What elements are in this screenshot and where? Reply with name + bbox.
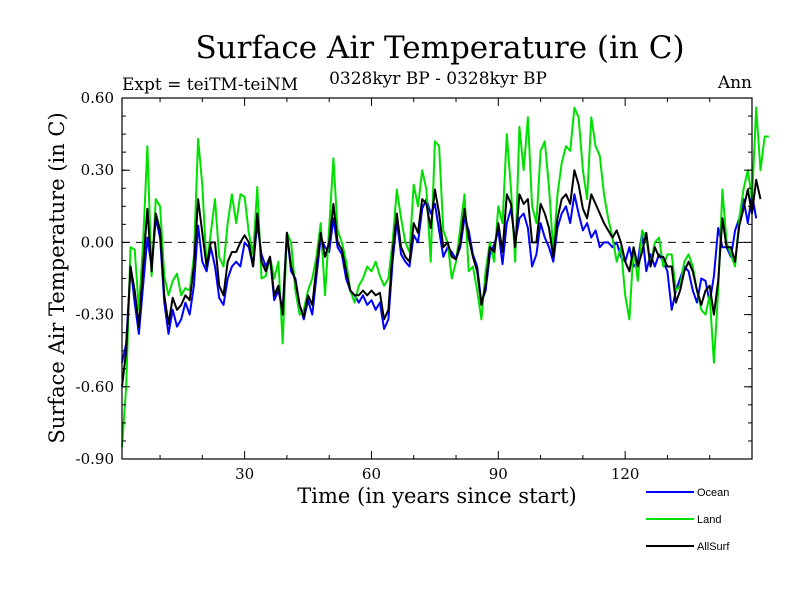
y-tick-label: -0.30 (76, 306, 114, 324)
y-tick-label: 0.60 (81, 89, 114, 107)
y-tick-label: -0.60 (76, 378, 114, 396)
period-annotation: Ann (717, 73, 752, 93)
y-tick-label: -0.90 (76, 450, 114, 468)
y-tick-label: 0.00 (81, 233, 114, 251)
chart-title: Surface Air Temperature (in C) (195, 30, 684, 66)
axes: -0.90 -0.60 -0.30 0.00 0.30 0.60 30 60 90 120 (76, 89, 752, 483)
experiment-annotation: Expt = teiTM-teiNM (122, 75, 298, 95)
legend: Ocean Land AllSurf (646, 487, 730, 553)
legend-label-allsurf: AllSurf (697, 541, 730, 553)
legend-label-ocean: Ocean (697, 487, 729, 499)
series-line-allsurf (121, 169, 762, 387)
y-tick-label: 0.30 (81, 161, 114, 179)
y-axis-label: Surface Air Temperature (in C) (45, 112, 69, 443)
x-tick-label: 120 (611, 465, 640, 483)
x-tick-label: 60 (362, 465, 381, 483)
x-tick-label: 90 (489, 465, 508, 483)
chart-subtitle: 0328kyr BP - 0328kyr BP (329, 69, 547, 89)
legend-label-land: Land (697, 514, 721, 526)
series-line-land (121, 106, 769, 448)
x-axis-label: Time (in years since start) (297, 484, 576, 508)
plot-area (121, 106, 769, 448)
x-tick-label: 30 (235, 465, 254, 483)
series-line-ocean (121, 193, 758, 363)
